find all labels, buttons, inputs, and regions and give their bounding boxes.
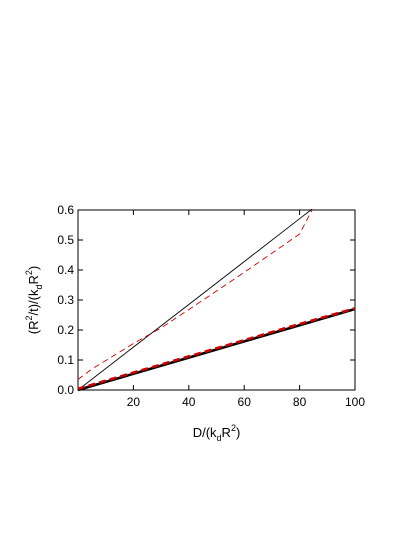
series-line-2	[77, 209, 313, 380]
y-tick-label: 0.6	[57, 203, 74, 217]
y-axis-label-p2: /t)/(k	[26, 289, 41, 315]
plot-frame	[77, 209, 356, 391]
y-tick-label: 0.4	[57, 263, 74, 277]
series-line-1	[77, 208, 313, 391]
x-tick-label: 100	[345, 395, 365, 409]
y-tick-label: 0.1	[57, 353, 74, 367]
y-axis-label: (R2/t)/(kdR2)	[24, 266, 44, 335]
y-axis-label-sub: d	[34, 285, 44, 290]
x-tick-label: 20	[127, 395, 141, 409]
y-axis-label-sup2: 2	[24, 270, 34, 275]
y-axis-ticks: 0.0 0.1 0.2 0.3 0.4 0.5 0.6	[57, 203, 355, 397]
x-axis-label-base: D/(k	[193, 425, 217, 440]
x-tick-label: 60	[238, 395, 252, 409]
y-tick-label: 0.3	[57, 293, 74, 307]
x-axis-label: D/(kdR2)	[193, 423, 241, 443]
series-group	[77, 208, 356, 392]
y-axis-label-p1: (R	[26, 321, 41, 335]
x-axis-label-sup: 2	[231, 423, 236, 433]
x-axis-label-sub: d	[217, 433, 222, 443]
y-tick-label: 0.2	[57, 323, 74, 337]
y-axis-label-p4: )	[26, 266, 41, 270]
x-axis-label-mid: R	[222, 425, 231, 440]
y-tick-label: 0.5	[57, 233, 74, 247]
y-axis-label-p3: R	[26, 275, 41, 284]
x-axis-ticks: 20 40 60 80 100	[127, 210, 365, 409]
x-tick-label: 80	[293, 395, 307, 409]
series-line-4	[77, 307, 356, 391]
y-axis-label-sup1: 2	[24, 316, 34, 321]
x-tick-label: 40	[182, 395, 196, 409]
x-axis-label-end: )	[236, 425, 240, 440]
y-tick-label: 0.0	[57, 383, 74, 397]
